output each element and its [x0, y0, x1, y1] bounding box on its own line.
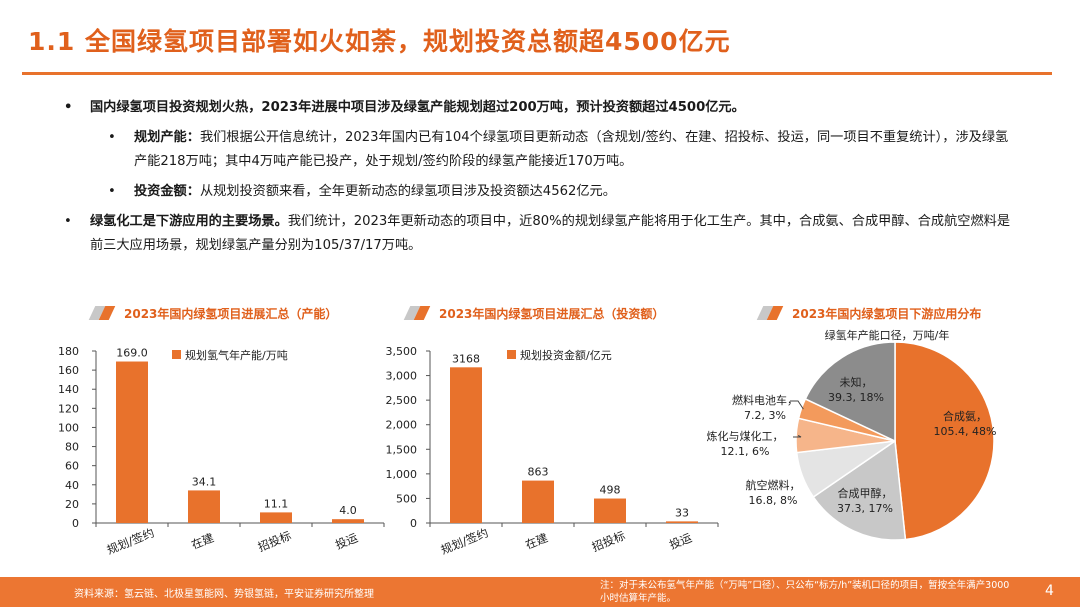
chart3-slice [812, 439, 907, 541]
bullet-head: 投资金额： [134, 184, 200, 199]
chart2-y-tick-label: 1,000 [386, 468, 418, 481]
chart2-category-label: 招投标 [590, 528, 627, 554]
chart2-category-label: 投运 [667, 530, 694, 552]
chart3-slice [804, 341, 896, 443]
chart3-slice-label: 燃料电池车， [732, 393, 798, 407]
bullet-text: 我们根据公开信息统计，2023年国内已有104个绿氢项目更新动态（含规划/签约、… [134, 130, 1009, 169]
chart1-y-tick-label: 120 [58, 402, 79, 415]
page-number: 4 [1045, 583, 1054, 599]
chart1-data-label: 169.0 [116, 347, 148, 360]
chart1-y-tick-label: 60 [65, 460, 79, 473]
chart3-slice-value: 105.4, 48% [934, 425, 997, 438]
bullet-downstream: 绿氢化工是下游应用的主要场景。我们统计，2023年更新动态的项目中，近80%的规… [60, 210, 1020, 258]
bullet-list: 国内绿氢项目投资规划火热，2023年进展中项目涉及绿氢产能规划超过200万吨，预… [60, 96, 1020, 264]
chart1-category-label: 规划/签约 [105, 525, 156, 557]
chart3-leader-line [793, 435, 802, 438]
bullet-text: 从规划投资额来看，全年更新动态的绿氢项目涉及投资额达4562亿元。 [199, 184, 616, 199]
chart2-bar [594, 498, 626, 523]
chart2-bar [666, 521, 698, 523]
chart1-data-label: 34.1 [192, 475, 217, 488]
chart1-y-tick-label: 80 [65, 441, 79, 454]
footer-note: 注：对于未公布氢气年产能（“万吨”口径）、只公布“标方/h”装机口径的项目，暂按… [600, 580, 1010, 604]
chart3-slice-label: 未知， [840, 375, 873, 389]
bullet-investment-summary: 国内绿氢项目投资规划火热，2023年进展中项目涉及绿氢产能规划超过200万吨，预… [60, 96, 1020, 120]
chart2-y-tick-label: 0 [410, 517, 417, 530]
chart2-data-label: 33 [675, 506, 689, 519]
chart1-title: 2023年国内绿氢项目进展汇总（产能） [124, 306, 338, 321]
chart3-leader-line [790, 400, 804, 410]
chart1-data-label: 4.0 [339, 504, 357, 517]
chart2-y-tick-label: 2,500 [386, 394, 418, 407]
chart3-slice-value: 7.2, 3% [744, 409, 786, 422]
chart2-category-label: 规划/签约 [439, 525, 490, 557]
title-underline [22, 72, 1052, 75]
chart1-bar [116, 361, 148, 523]
chart1-category-label: 招投标 [256, 528, 293, 554]
chart3-slice-value: 12.1, 6% [721, 445, 770, 458]
chart2-bar [522, 480, 554, 523]
chart2-bar [450, 367, 482, 523]
chart3-slice-label: 航空燃料， [746, 478, 801, 492]
chart1-data-label: 11.1 [264, 497, 289, 510]
bullet-head: 规划产能： [134, 130, 200, 145]
chart3-subtitle: 绿氢年产能口径，万吨/年 [825, 328, 950, 342]
chart3-slice-label: 炼化与煤化工， [707, 429, 784, 443]
chart2-y-tick-label: 500 [396, 492, 417, 505]
chart2-legend-swatch [507, 350, 516, 359]
chart3-slice-value: 16.8, 8% [749, 494, 798, 507]
bullet-head: 绿氢化工是下游应用的主要场景。 [90, 214, 288, 229]
bullet-planned-capacity: 规划产能：我们根据公开信息统计，2023年国内已有104个绿氢项目更新动态（含规… [60, 126, 1020, 174]
chart3-slice-label: 合成氨， [943, 409, 987, 423]
footer-bar: 资料来源：氢云链、北极星氢能网、势银氢链，平安证券研究所整理 注：对于未公布氢气… [0, 577, 1080, 607]
chart3-title: 2023年国内绿氢项目下游应用分布 [792, 306, 982, 321]
chart2-data-label: 3168 [452, 352, 480, 365]
chart2-title: 2023年国内绿氢项目进展汇总（投资额） [439, 306, 665, 321]
chart2-y-tick-label: 2,000 [386, 419, 418, 432]
chart1-legend-swatch [172, 350, 181, 359]
chart1-y-tick-label: 40 [65, 479, 79, 492]
chart3-slice [894, 341, 995, 541]
chart1-y-tick-label: 160 [58, 364, 79, 377]
bullet-investment-amount: 投资金额：从规划投资额来看，全年更新动态的绿氢项目涉及投资额达4562亿元。 [60, 180, 1020, 204]
chart3-slice-label: 合成甲醇， [838, 486, 893, 500]
chart2-legend-label: 规划投资金额/亿元 [520, 348, 612, 362]
page-title: 1.1 全国绿氢项目部署如火如荼，规划投资总额超4500亿元 [28, 27, 731, 56]
chart2-y-tick-label: 1,500 [386, 443, 418, 456]
chart3-slice-value: 39.3, 18% [828, 391, 884, 404]
bullet-text: 我们统计，2023年更新动态的项目中，近80%的规划绿氢产能将用于化工生产。其中… [90, 214, 1011, 253]
chart1-bar [188, 490, 220, 523]
chart1-y-tick-label: 140 [58, 383, 79, 396]
chart3-slice-value: 37.3, 17% [837, 502, 893, 515]
chart2-data-label: 863 [528, 466, 549, 479]
chart2-data-label: 498 [600, 484, 621, 497]
footer-source: 资料来源：氢云链、北极星氢能网、势银氢链，平安证券研究所整理 [74, 589, 374, 600]
chart1-y-tick-label: 100 [58, 421, 79, 434]
chart1-category-label: 在建 [189, 530, 216, 552]
chart1-header: 2023年国内绿氢项目进展汇总（产能） [88, 303, 338, 323]
chart1-y-tick-label: 0 [72, 517, 79, 530]
chart1-y-tick-label: 20 [65, 498, 79, 511]
chart2-y-tick-label: 3,500 [386, 345, 418, 358]
chart2-category-label: 在建 [523, 530, 550, 552]
charts-canvas: 0 20 40 60 80 100 120 140 160 180 169.0 规划/签约 34.1 在建… [58, 328, 997, 557]
chart1-y-tick-label: 180 [58, 345, 79, 358]
chart2-y-tick-label: 3,000 [386, 370, 418, 383]
chart1-bar [332, 519, 364, 523]
chart2-header: 2023年国内绿氢项目进展汇总（投资额） [403, 303, 665, 323]
chart1-category-label: 投运 [333, 530, 360, 552]
chart1-bar [260, 512, 292, 523]
chart1-legend-label: 规划氢气年产能/万吨 [185, 348, 288, 362]
chart3-header: 2023年国内绿氢项目下游应用分布 [756, 303, 982, 323]
